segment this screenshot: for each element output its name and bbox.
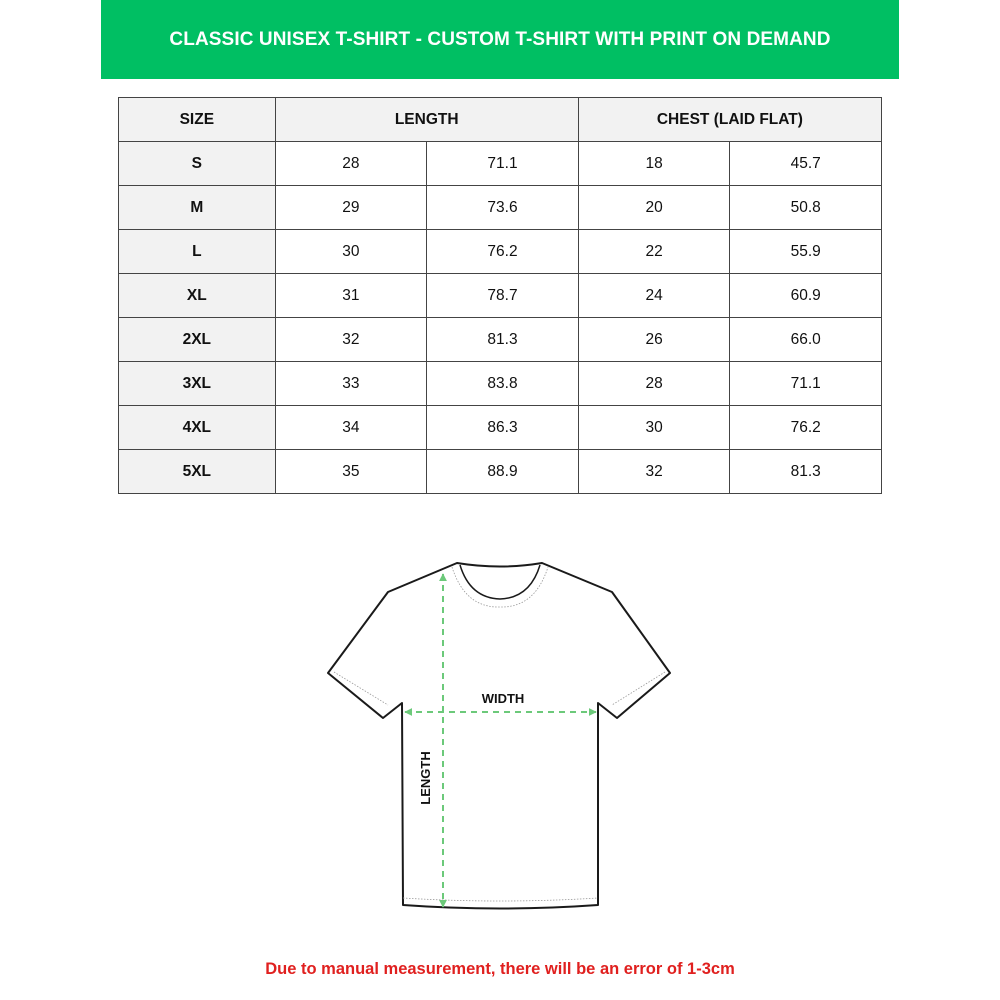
length-cm-cell: 83.8 [426, 361, 579, 406]
chest-cm-cell: 66.0 [729, 317, 882, 362]
measurement-note: Due to manual measurement, there will be… [265, 960, 735, 978]
length-cm-cell: 86.3 [426, 405, 579, 450]
table-row: 5XL 35 88.9 32 81.3 [118, 449, 882, 494]
size-chart-table: SIZE LENGTH CHEST (LAID FLAT) S 28 71.1 18 4… [118, 97, 883, 494]
size-cell: S [118, 141, 276, 186]
chest-in-cell: 24 [577, 273, 731, 318]
header-size: SIZE [118, 97, 276, 142]
length-cm-cell: 71.1 [426, 141, 579, 186]
size-cell: M [118, 185, 276, 230]
length-in-cell: 35 [274, 449, 428, 494]
length-in-cell: 33 [274, 361, 428, 406]
collar-line [459, 564, 541, 600]
table-row: 3XL 33 83.8 28 71.1 [118, 361, 882, 406]
table-row: L 30 76.2 22 55.9 [118, 229, 882, 274]
chest-cm-cell: 76.2 [729, 405, 882, 450]
size-cell: XL [118, 273, 276, 318]
chest-cm-cell: 55.9 [729, 229, 882, 274]
chest-cm-cell: 60.9 [729, 273, 882, 318]
table-row: S 28 71.1 18 45.7 [118, 141, 882, 186]
length-in-cell: 28 [274, 141, 428, 186]
table-row: M 29 73.6 20 50.8 [118, 185, 882, 230]
table-header-row: SIZE LENGTH CHEST (LAID FLAT) [118, 97, 883, 142]
header-chest: CHEST (LAID FLAT) [577, 97, 883, 142]
length-in-cell: 30 [274, 229, 428, 274]
length-cm-cell: 73.6 [426, 185, 579, 230]
size-cell: 3XL [118, 361, 276, 406]
width-label: WIDTH [482, 691, 525, 706]
size-cell: 5XL [118, 449, 276, 494]
chest-in-cell: 32 [577, 449, 731, 494]
page-title: CLASSIC UNISEX T-SHIRT - CUSTOM T-SHIRT … [169, 28, 831, 50]
tshirt-outline [327, 562, 671, 910]
length-in-cell: 29 [274, 185, 428, 230]
length-label: LENGTH [418, 751, 433, 804]
size-cell: 2XL [118, 317, 276, 362]
sleeve-stitch-right [611, 671, 666, 706]
size-cell: L [118, 229, 276, 274]
title-banner: CLASSIC UNISEX T-SHIRT - CUSTOM T-SHIRT … [101, 0, 899, 79]
length-cm-cell: 88.9 [426, 449, 579, 494]
chest-cm-cell: 50.8 [729, 185, 882, 230]
chest-in-cell: 22 [577, 229, 731, 274]
chest-in-cell: 26 [577, 317, 731, 362]
chest-in-cell: 30 [577, 405, 731, 450]
chest-cm-cell: 81.3 [729, 449, 882, 494]
chest-cm-cell: 45.7 [729, 141, 882, 186]
chest-in-cell: 20 [577, 185, 731, 230]
length-in-cell: 34 [274, 405, 428, 450]
size-cell: 4XL [118, 405, 276, 450]
hem-stitch [402, 897, 599, 902]
table-row: 4XL 34 86.3 30 76.2 [118, 405, 882, 450]
chest-in-cell: 28 [577, 361, 731, 406]
length-cm-cell: 81.3 [426, 317, 579, 362]
